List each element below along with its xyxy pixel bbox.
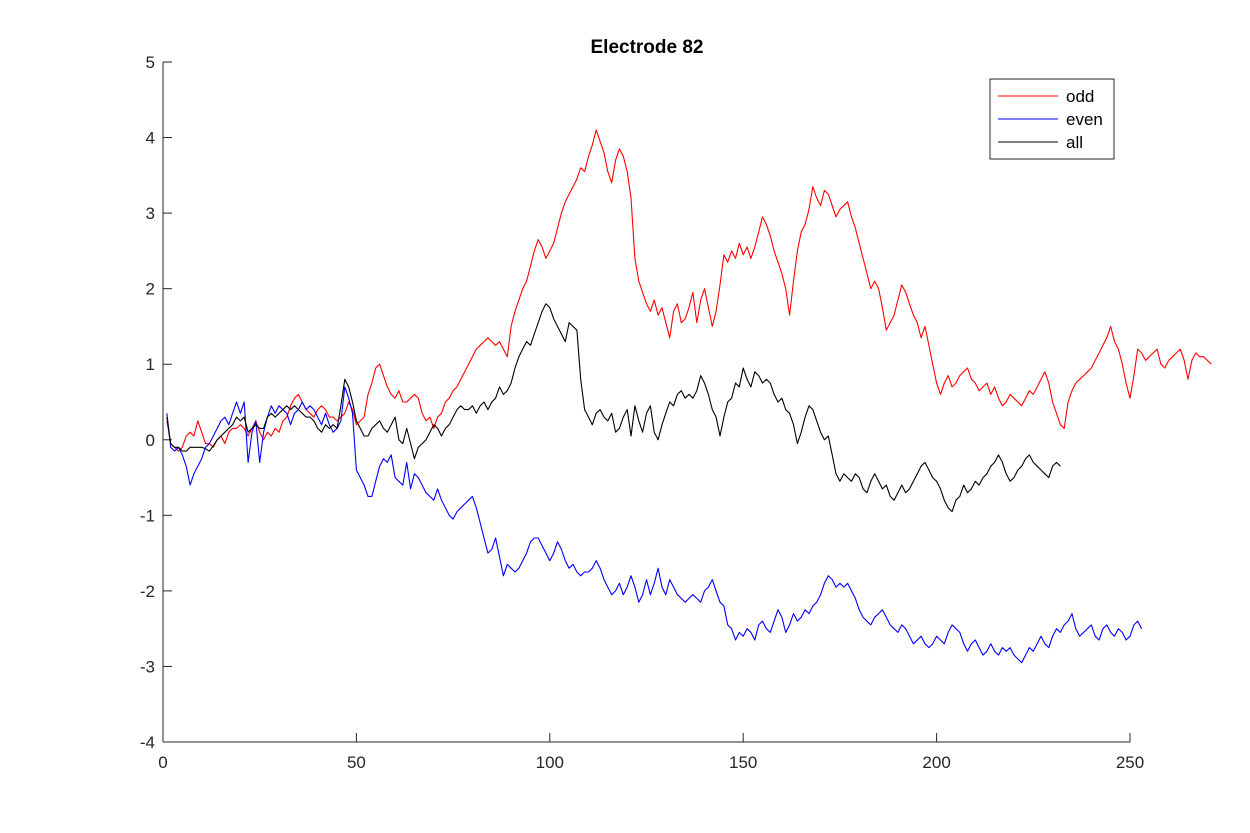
y-tick-label: -4 (140, 733, 155, 752)
y-tick-label: 1 (146, 355, 155, 374)
legend-label-odd: odd (1066, 87, 1094, 106)
y-tick-label: 4 (146, 129, 155, 148)
chart-title: Electrode 82 (591, 37, 704, 58)
x-tick-label: 150 (729, 753, 757, 772)
x-tick-label: 100 (536, 753, 564, 772)
series-layer (166, 129, 1212, 664)
series-line-even (166, 386, 1143, 664)
legend: odd even all (989, 78, 1115, 160)
x-tick-label: 0 (158, 753, 167, 772)
x-tick-label: 200 (922, 753, 950, 772)
y-tick-label: -2 (140, 582, 155, 601)
series-line-odd (166, 129, 1212, 452)
x-tick-label: 50 (347, 753, 366, 772)
y-tick-label: 2 (146, 280, 155, 299)
y-tick-label: -1 (140, 506, 155, 525)
y-tick-label: 0 (146, 431, 155, 450)
axes: 0 50 100 150 200 250 -4 -3 -2 -1 0 1 2 3 4 5 (140, 53, 1144, 772)
legend-label-even: even (1066, 110, 1103, 129)
y-tick-label: 3 (146, 204, 155, 223)
legend-label-all: all (1066, 133, 1083, 152)
series-line-all (166, 303, 1061, 513)
x-tick-label: 250 (1116, 753, 1144, 772)
y-tick-label: 5 (146, 53, 155, 72)
y-tick-label: -3 (140, 657, 155, 676)
